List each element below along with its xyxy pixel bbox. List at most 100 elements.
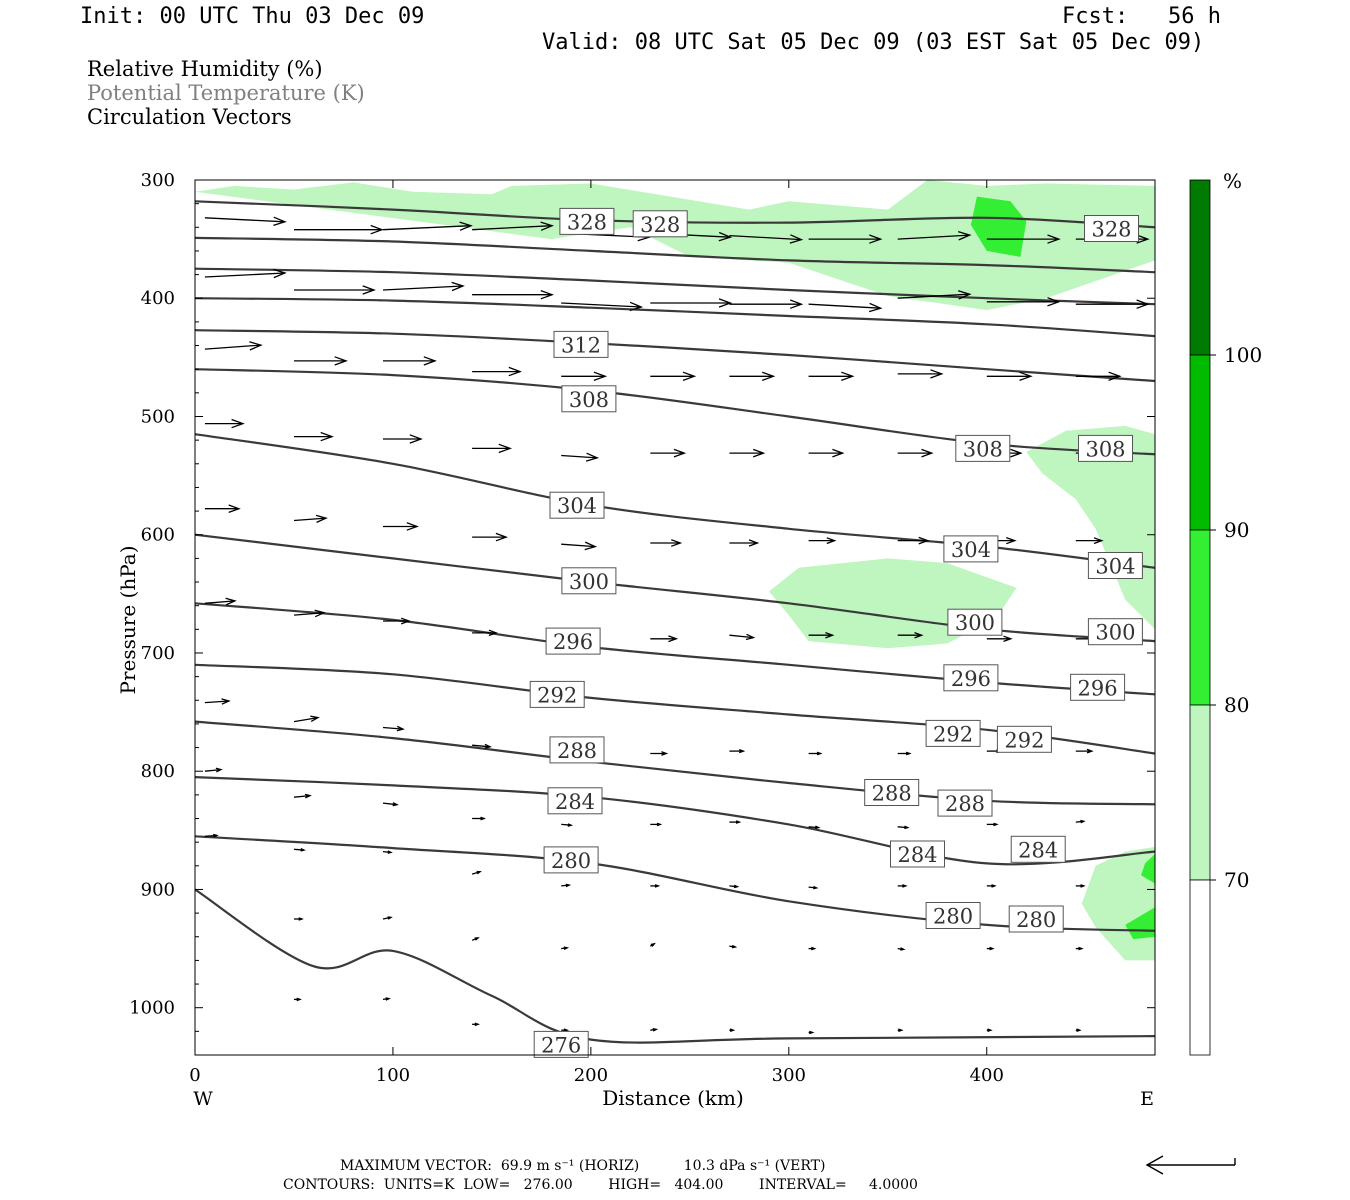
- contour-label: 304: [943, 535, 999, 563]
- theta-contour-276: [194, 888, 1156, 1044]
- svg-text:296: 296: [951, 667, 991, 691]
- circulation-vector: [293, 715, 320, 723]
- circulation-vector: [1075, 946, 1084, 951]
- circulation-vector: [729, 448, 766, 458]
- circulation-vector: [897, 369, 944, 379]
- svg-text:296: 296: [1078, 676, 1118, 700]
- contour-label: 280: [925, 902, 981, 929]
- circulation-vector: [650, 635, 679, 643]
- x-tick-label: 200: [574, 1065, 608, 1086]
- circulation-vector: [897, 290, 972, 300]
- circulation-vector: [293, 848, 306, 852]
- x-tick-label: 0: [189, 1065, 200, 1086]
- svg-text:308: 308: [569, 388, 609, 412]
- circulation-vector: [808, 448, 845, 458]
- circulation-vector: [986, 371, 1033, 382]
- circulation-vector: [472, 532, 509, 542]
- colorbar-segment: [1189, 179, 1211, 356]
- circulation-vector: [729, 633, 756, 641]
- contour-label: 284: [1010, 835, 1066, 863]
- colorbar-tick-label: 80: [1224, 693, 1249, 717]
- circulation-vector: [650, 539, 683, 547]
- y-tick-label: 900: [141, 879, 175, 900]
- contour-label: 308: [955, 434, 1011, 462]
- x-end-left-label: W: [193, 1088, 213, 1110]
- theta-contour-320: [194, 267, 1156, 306]
- circulation-vector: [1075, 371, 1122, 382]
- svg-text:304: 304: [1095, 555, 1135, 579]
- colorbar-tick-label: 100: [1224, 343, 1262, 367]
- valid-time: Valid: 08 UTC Sat 05 Dec 09 (03 EST Sat …: [542, 30, 1205, 55]
- contour-label: 292: [925, 719, 981, 747]
- circulation-vector: [383, 434, 423, 444]
- circulation-vector: [897, 751, 912, 756]
- circulation-vector: [1075, 819, 1086, 824]
- circulation-vector: [561, 946, 570, 950]
- field-theta-label: Potential Temperature (K): [87, 81, 365, 105]
- y-tick-label: 1000: [129, 998, 175, 1019]
- circulation-vector: [808, 751, 823, 756]
- circulation-vector: [471, 937, 480, 941]
- circulation-vector: [897, 631, 924, 639]
- svg-text:284: 284: [555, 790, 595, 814]
- svg-text:300: 300: [569, 570, 609, 594]
- contour-label: 284: [890, 840, 945, 868]
- circulation-vector: [986, 297, 1061, 307]
- svg-text:300: 300: [955, 611, 995, 635]
- field-rh-label: Relative Humidity (%): [87, 57, 323, 81]
- circulation-vector: [382, 725, 405, 732]
- circulation-vector: [383, 522, 419, 531]
- circulation-vector: [472, 743, 492, 749]
- circulation-vector: [471, 870, 482, 875]
- theta-contour-304: [194, 433, 1156, 569]
- circulation-vector: [808, 631, 835, 639]
- svg-text:288: 288: [557, 739, 597, 763]
- circulation-vector: [729, 820, 742, 824]
- y-tick-label: 300: [141, 170, 175, 191]
- plot-frame: [194, 179, 1156, 1056]
- svg-text:312: 312: [561, 333, 601, 357]
- colorbar-tick-label: 70: [1224, 868, 1249, 892]
- svg-text:308: 308: [963, 437, 1003, 461]
- svg-text:328: 328: [640, 213, 680, 237]
- contour-label: 328: [632, 210, 688, 238]
- circulation-vector: [294, 356, 348, 366]
- max-vector-info: MAXIMUM VECTOR: 69.9 m s⁻¹ (HORIZ) 10.3 …: [340, 1158, 826, 1174]
- y-tick-label: 700: [141, 643, 175, 664]
- rh-region-80: [970, 196, 1027, 257]
- svg-text:280: 280: [933, 905, 973, 929]
- circulation-vector: [382, 802, 399, 807]
- axes: 0 100 200 300 400 300 400 500 600 700 800 900 1000: [129, 170, 1155, 1086]
- colorbar-tick-label: 90: [1224, 518, 1249, 542]
- circulation-vector: [649, 942, 656, 947]
- circulation-vector: [650, 822, 663, 827]
- colorbar-segment: [1189, 879, 1211, 1056]
- circulation-vector: [204, 268, 287, 279]
- circulation-vector: [729, 944, 738, 949]
- circulation-vector: [204, 767, 223, 773]
- circulation-vector: [294, 917, 304, 921]
- svg-text:288: 288: [872, 782, 912, 806]
- circulation-vector: [897, 825, 910, 830]
- circulation-vector: [650, 1027, 659, 1032]
- circulation-vector: [293, 609, 326, 618]
- rh-region-70: [1081, 846, 1155, 961]
- circulation-vector: [897, 536, 930, 545]
- circulation-vector: [383, 617, 411, 625]
- x-axis-label: Distance (km): [602, 1086, 744, 1110]
- circulation-vector: [294, 431, 334, 442]
- theta-contour-284: [194, 776, 1156, 866]
- circulation-vector: [808, 946, 817, 951]
- circulation-vector: [561, 823, 574, 827]
- circulation-vector: [650, 448, 687, 458]
- circulation-vector: [897, 1028, 904, 1033]
- circulation-vector: [1075, 299, 1150, 309]
- circulation-vector: [729, 748, 746, 754]
- y-tick-label: 600: [141, 525, 175, 546]
- circulation-vector: [561, 371, 608, 382]
- x-tick-label: 300: [772, 1065, 806, 1086]
- y-tick-label: 400: [141, 288, 175, 309]
- circulation-vector: [808, 885, 819, 890]
- theta-contour-296: [194, 602, 1156, 696]
